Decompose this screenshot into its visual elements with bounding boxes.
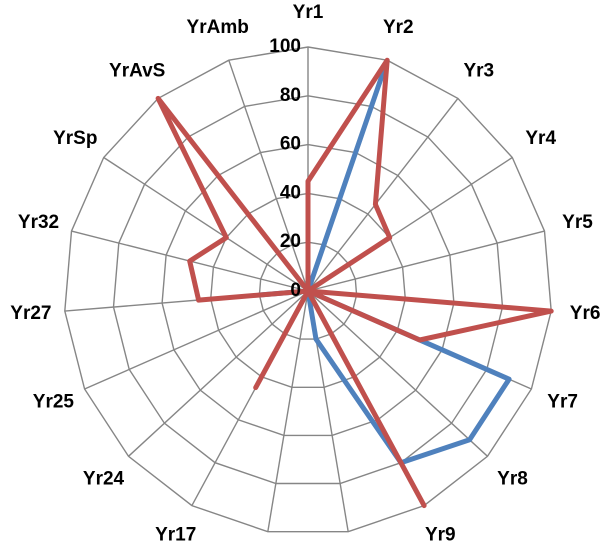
category-label: Yr3 bbox=[463, 61, 494, 82]
grid-ring bbox=[161, 143, 455, 437]
category-label: Yr7 bbox=[547, 392, 578, 413]
grid-spoke bbox=[228, 59, 309, 292]
category-label: Yr6 bbox=[570, 303, 600, 324]
tick-label: 80 bbox=[280, 85, 301, 106]
grid-ring bbox=[258, 241, 358, 340]
category-label: YrSp bbox=[53, 128, 97, 149]
grid-spoke bbox=[267, 290, 309, 532]
tick-label: 40 bbox=[280, 182, 301, 203]
radar-series bbox=[155, 57, 554, 509]
tick-label: 0 bbox=[290, 280, 301, 301]
category-label: Yr5 bbox=[562, 212, 593, 233]
category-label: Yr8 bbox=[497, 468, 528, 489]
grid-ring bbox=[112, 95, 504, 485]
grid-ring bbox=[64, 46, 552, 533]
radial-tick-labels: 0 20 40 60 80 100 bbox=[269, 36, 301, 301]
grid-spoke bbox=[307, 290, 488, 457]
category-label: Yr1 bbox=[293, 2, 324, 23]
category-label: YrAvS bbox=[109, 61, 165, 82]
series-line-2 bbox=[155, 57, 554, 509]
grid-spoke bbox=[307, 97, 459, 292]
category-label: Yr27 bbox=[10, 303, 51, 324]
category-labels: Yr1Yr2Yr3Yr4Yr5Yr6Yr7Yr8Yr9Yr10Yr15Yr17Y… bbox=[10, 2, 600, 546]
grid-ring bbox=[209, 192, 407, 388]
category-label: Yr4 bbox=[525, 128, 556, 149]
tick-label: 60 bbox=[280, 134, 301, 155]
category-label: Yr24 bbox=[83, 468, 125, 489]
category-label: Yr2 bbox=[383, 17, 414, 38]
category-label: Yr17 bbox=[155, 525, 196, 546]
tick-label: 20 bbox=[280, 231, 301, 252]
grid-spoke bbox=[84, 290, 309, 390]
grid-spoke bbox=[103, 156, 309, 292]
grid-spoke bbox=[128, 290, 309, 457]
category-label: Yr32 bbox=[18, 212, 59, 233]
tick-label: 100 bbox=[269, 36, 301, 57]
category-label: Yr25 bbox=[33, 392, 75, 413]
series-line-1 bbox=[256, 69, 512, 466]
category-label: Yr9 bbox=[425, 525, 456, 546]
grid-spoke bbox=[307, 230, 545, 292]
category-label: YrAmb bbox=[187, 17, 249, 38]
